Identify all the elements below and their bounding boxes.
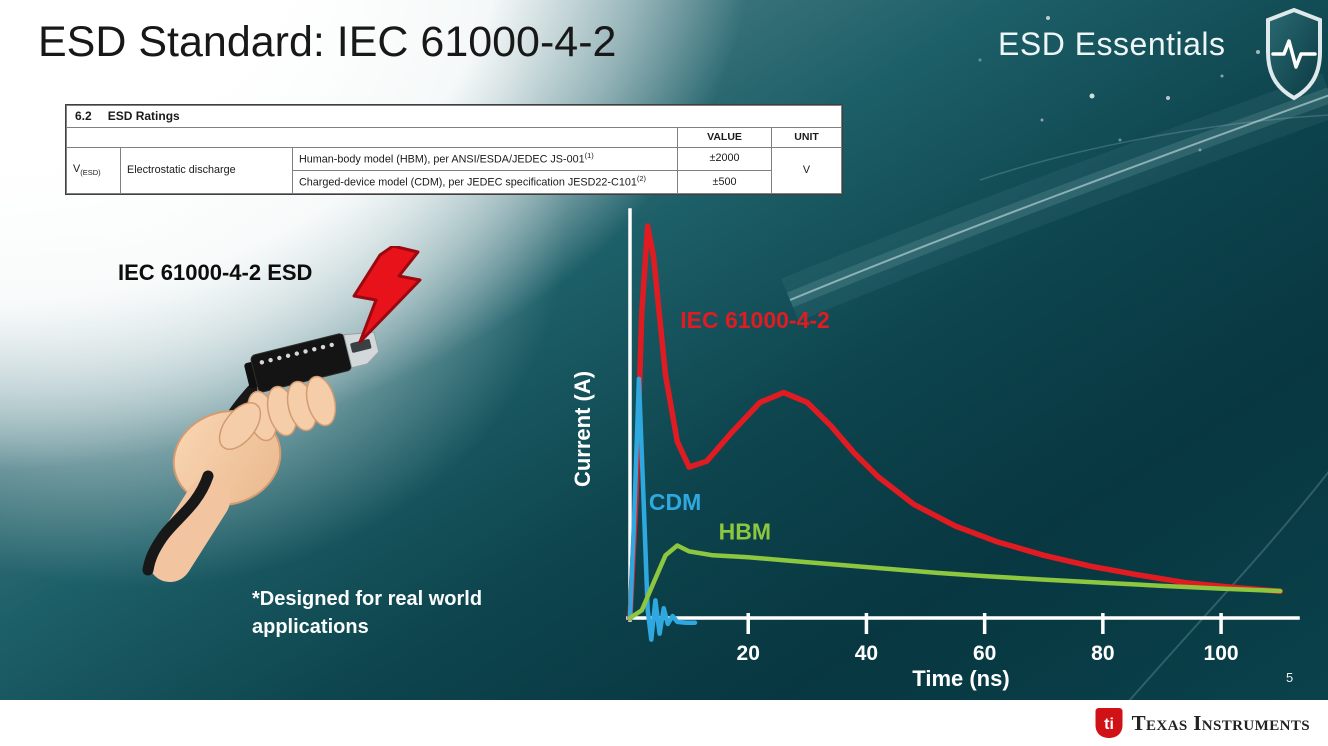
connector-pins bbox=[259, 342, 334, 365]
table-section-title: ESD Ratings bbox=[107, 109, 180, 123]
slide-title: ESD Standard: IEC 61000-4-2 bbox=[38, 18, 617, 66]
ti-wordmark: Texas Instruments bbox=[1131, 710, 1310, 735]
streak-arc-upper bbox=[979, 114, 1328, 181]
table-caption-row: 6.2 ESD Ratings bbox=[65, 105, 843, 128]
y-axis-label: Current (A) bbox=[570, 371, 595, 487]
hand-holding-connector-illustration bbox=[142, 331, 380, 582]
page-number: 5 bbox=[1286, 670, 1294, 685]
hbm-description: Human-body model (HBM), per ANSI/ESDA/JE… bbox=[299, 153, 585, 166]
symbol-base: V bbox=[73, 163, 81, 176]
cdm-description-cell: Charged-device model (CDM), per JEDEC sp… bbox=[292, 170, 678, 195]
x-tick-label-20: 20 bbox=[737, 642, 760, 665]
series-curve-CDM bbox=[627, 376, 698, 642]
header-empty-cell bbox=[66, 126, 678, 149]
heartbeat-pulse-line bbox=[1271, 39, 1317, 69]
ti-monogram: ti bbox=[1104, 716, 1114, 733]
chart-plot-area: 20 40 60 80 100 IEC 61000-4-2 CDM HBM bbox=[627, 223, 1283, 665]
hbm-description-cell: Human-body model (HBM), per ANSI/ESDA/JE… bbox=[292, 147, 678, 172]
footer-bar: ti Texas Instruments bbox=[0, 700, 1328, 746]
series-curve-IEC 61000-4-2 bbox=[627, 223, 1283, 621]
esd-essentials-shield-icon bbox=[1266, 7, 1322, 101]
thumb bbox=[218, 402, 262, 450]
forearm bbox=[148, 478, 230, 582]
x-tick-label-60: 60 bbox=[973, 642, 996, 665]
cdm-footnote: (2) bbox=[636, 174, 647, 184]
lightning-bolt-icon bbox=[352, 246, 422, 344]
fingers bbox=[246, 375, 337, 442]
x-tick-label-100: 100 bbox=[1204, 642, 1239, 665]
parameter-cell: Electrostatic discharge bbox=[120, 147, 293, 195]
cdm-value: ±500 bbox=[677, 170, 772, 195]
x-tick-label-40: 40 bbox=[855, 642, 878, 665]
table-header-row: VALUE UNIT bbox=[66, 126, 843, 149]
ti-logo-icon: ti bbox=[1095, 708, 1123, 738]
hdmi-connector bbox=[244, 331, 380, 393]
table-row-cdm: Charged-device model (CDM), per JEDEC sp… bbox=[67, 170, 842, 195]
table-section-number: 6.2 bbox=[75, 109, 92, 123]
table-row-hbm: V(ESD) Electrostatic discharge Human-bod… bbox=[66, 147, 843, 195]
value-header: VALUE bbox=[677, 126, 772, 149]
series-label-IEC 61000-4-2: IEC 61000-4-2 bbox=[680, 307, 830, 333]
series-label-HBM: HBM bbox=[719, 519, 771, 545]
series-curve-HBM bbox=[627, 543, 1283, 621]
cdm-description: Charged-device model (CDM), per JEDEC sp… bbox=[299, 176, 637, 189]
x-tick-label-80: 80 bbox=[1091, 642, 1114, 665]
hbm-value: ±2000 bbox=[677, 147, 772, 172]
brand-text: ESD Essentials bbox=[998, 26, 1226, 62]
unit-header: UNIT bbox=[770, 126, 843, 149]
hbm-footnote: (1) bbox=[584, 151, 594, 161]
iec-esd-caption: IEC 61000-4-2 ESD bbox=[118, 260, 313, 285]
cable-lower bbox=[142, 470, 214, 576]
series-label-CDM: CDM bbox=[649, 489, 701, 515]
designed-note: *Designed for real world applications bbox=[252, 588, 483, 638]
x-axis-label: Time (ns) bbox=[912, 666, 1009, 691]
symbol-cell: V(ESD) bbox=[66, 147, 121, 195]
symbol-subscript: (ESD) bbox=[80, 168, 101, 178]
unit-cell: V bbox=[770, 147, 843, 195]
esd-waveform-chart: Current (A) Time (ns) 20 40 60 80 100 IEC 610… bbox=[570, 208, 1300, 691]
table-caption-cell: 6.2 ESD Ratings bbox=[65, 105, 843, 128]
esd-ratings-table: 6.2 ESD Ratings VALUE UNIT V(ESD) Electro… bbox=[65, 104, 844, 196]
